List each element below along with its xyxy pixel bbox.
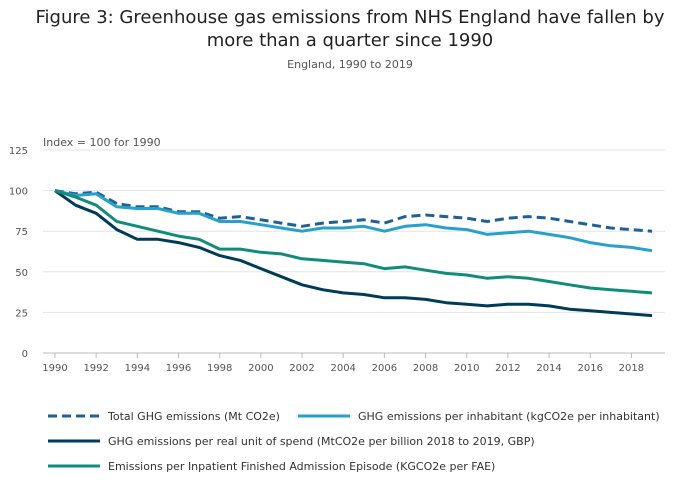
y-tick-label: 25	[15, 308, 28, 319]
chart-title: Figure 3: Greenhouse gas emissions from …	[0, 6, 700, 52]
x-tick-label: 1998	[207, 363, 232, 374]
x-tick-label: 2002	[289, 363, 314, 374]
y-tick-label: 125	[9, 146, 28, 157]
legend-label-3: GHG emissions per real unit of spend (Mt…	[108, 435, 535, 448]
series-lines	[54, 189, 653, 318]
legend: Total GHG emissions (Mt CO2e) GHG emissio…	[48, 410, 660, 473]
x-tick-label: 1992	[83, 363, 108, 374]
x-tick-label: 2008	[413, 363, 438, 374]
x-tick-label: 2004	[330, 363, 355, 374]
chart-title-line2: more than a quarter since 1990	[206, 30, 494, 51]
chart-title-line1: Figure 3: Greenhouse gas emissions from …	[35, 7, 665, 28]
gridlines	[43, 149, 665, 354]
y-tick-label: 0	[22, 349, 28, 360]
y-tick-label: 100	[9, 187, 28, 198]
x-tick-label: 2014	[536, 363, 561, 374]
series-line-3	[54, 189, 653, 318]
y-tick-label: 75	[15, 227, 28, 238]
series-line-2	[54, 189, 653, 253]
y-axis-ticks: 0 25 50 75 100 125	[9, 146, 28, 360]
legend-label-4: Emissions per Inpatient Finished Admissi…	[108, 460, 495, 473]
x-tick-label: 2006	[372, 363, 397, 374]
x-tick-label: 1996	[166, 363, 191, 374]
x-tick-label: 2010	[454, 363, 479, 374]
x-tick-label: 2018	[619, 363, 644, 374]
series-line-4	[54, 189, 653, 295]
x-tick-label: 2012	[495, 363, 520, 374]
y-tick-label: 50	[15, 268, 28, 279]
x-tick-label: 2000	[248, 363, 273, 374]
x-tick-label: 1994	[125, 363, 150, 374]
x-tick-label: 1990	[42, 363, 67, 374]
chart-subtitle: England, 1990 to 2019	[287, 58, 413, 71]
x-axis-ticks: 1990 1992 1994 1996 1998 2000 2002 2004 2006 2008…	[42, 353, 644, 374]
series-line-1	[54, 189, 653, 233]
legend-label-1: Total GHG emissions (Mt CO2e)	[107, 410, 280, 423]
x-tick-label: 2016	[578, 363, 603, 374]
y-axis-label: Index = 100 for 1990	[43, 136, 161, 149]
legend-label-2: GHG emissions per inhabitant (kgCO2e per…	[358, 410, 660, 423]
